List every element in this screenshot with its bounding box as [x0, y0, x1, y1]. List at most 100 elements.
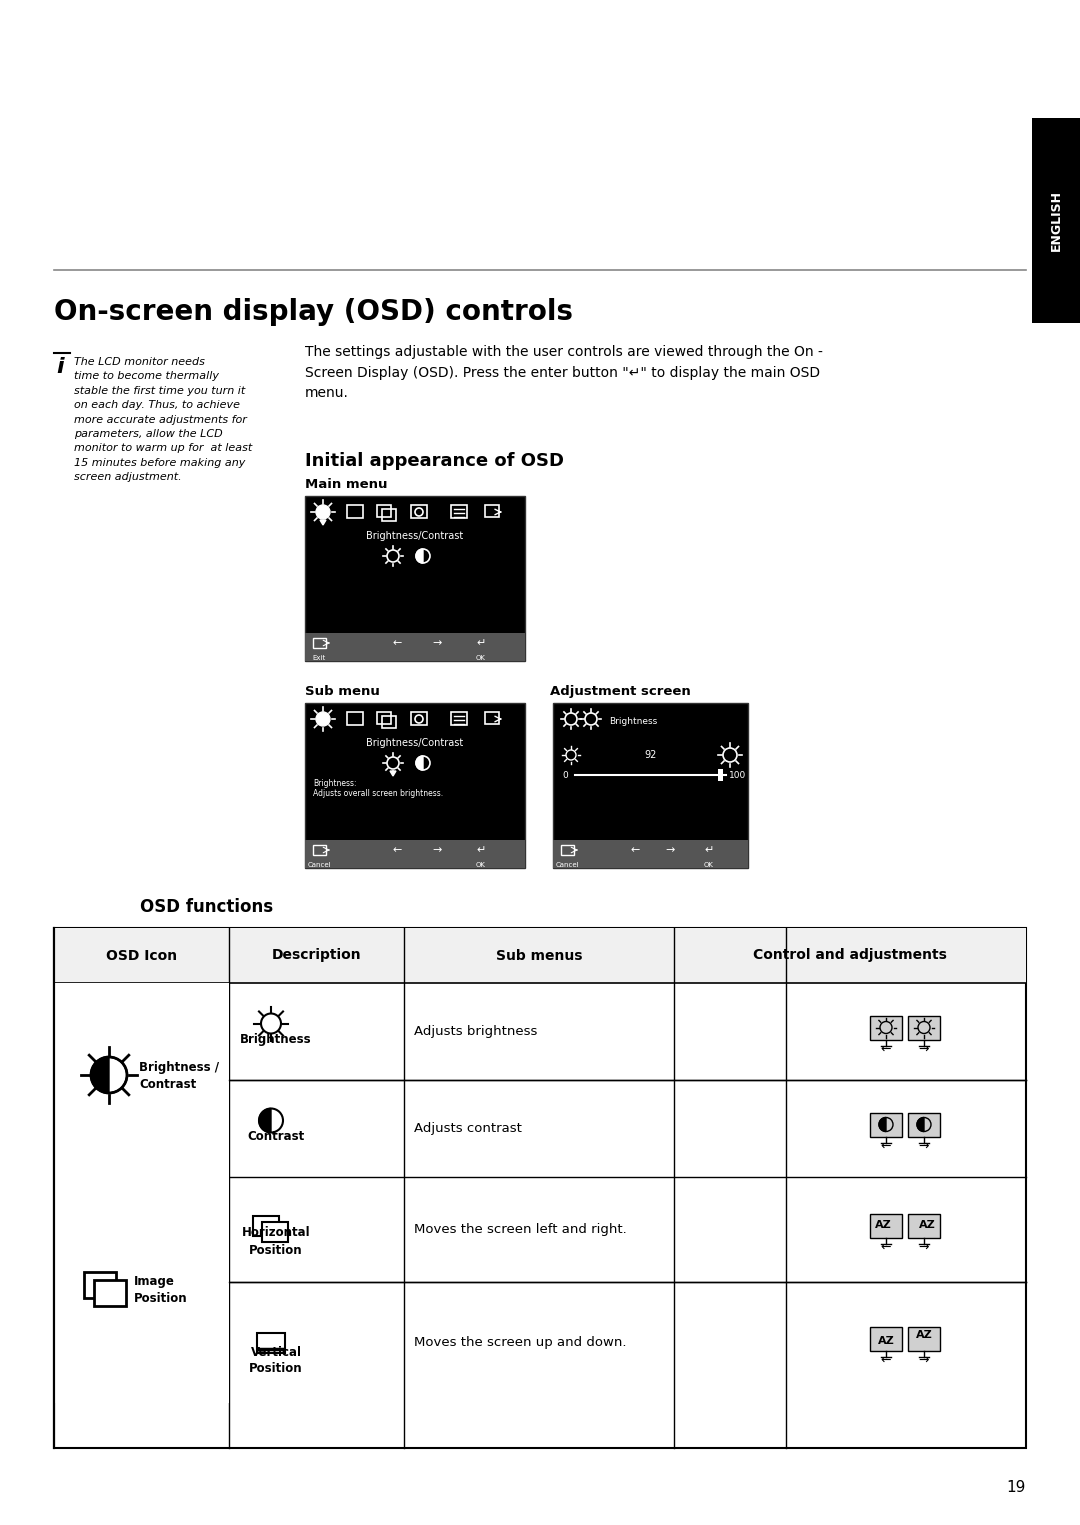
Bar — [908, 1016, 940, 1040]
Text: →: → — [919, 1141, 929, 1153]
Bar — [411, 505, 427, 518]
Text: Position: Position — [134, 1292, 188, 1304]
Text: →: → — [432, 845, 442, 856]
Text: Contrast: Contrast — [139, 1078, 197, 1090]
Bar — [908, 1113, 940, 1136]
Bar — [377, 505, 391, 517]
Text: ↵: ↵ — [476, 845, 486, 856]
Text: ←: ← — [881, 1043, 891, 1055]
Bar — [411, 712, 427, 724]
Text: Initial appearance of OSD: Initial appearance of OSD — [305, 451, 564, 470]
Bar — [84, 1272, 116, 1298]
Bar — [553, 703, 748, 868]
Bar — [54, 1177, 229, 1403]
Circle shape — [316, 505, 330, 518]
Polygon shape — [390, 772, 396, 776]
Text: AZ: AZ — [878, 1336, 894, 1347]
Bar — [54, 929, 1026, 984]
Text: Adjustment screen: Adjustment screen — [550, 685, 691, 698]
Text: Contrast: Contrast — [247, 1130, 305, 1144]
Text: Horizontal
Position: Horizontal Position — [242, 1226, 310, 1257]
Text: ←: ← — [881, 1354, 891, 1366]
Bar — [553, 840, 748, 868]
Bar — [382, 717, 396, 727]
Bar — [870, 1327, 902, 1351]
Text: OK: OK — [476, 656, 486, 660]
Text: Adjusts brightness: Adjusts brightness — [414, 1025, 538, 1039]
Text: Image: Image — [134, 1275, 175, 1289]
Text: AZ: AZ — [916, 1330, 932, 1340]
Text: OSD functions: OSD functions — [140, 898, 273, 917]
Text: →: → — [919, 1354, 929, 1366]
Text: 19: 19 — [1007, 1479, 1026, 1494]
Bar — [908, 1214, 940, 1237]
Text: ENGLISH: ENGLISH — [1050, 191, 1063, 252]
Bar — [305, 703, 525, 868]
Text: ←: ← — [631, 845, 639, 856]
Text: Moves the screen up and down.: Moves the screen up and down. — [414, 1336, 626, 1350]
Text: Moves the screen left and right.: Moves the screen left and right. — [414, 1223, 626, 1235]
Bar — [313, 637, 326, 648]
Bar — [382, 509, 396, 522]
Text: OK: OK — [704, 862, 714, 868]
Text: Brightness:: Brightness: — [313, 779, 356, 788]
Text: Adjusts contrast: Adjusts contrast — [414, 1122, 522, 1135]
Bar — [451, 712, 467, 724]
Polygon shape — [320, 520, 326, 525]
Bar — [347, 712, 363, 724]
Text: ←: ← — [393, 637, 402, 648]
Text: →: → — [432, 637, 442, 648]
Text: Sub menu: Sub menu — [305, 685, 380, 698]
Bar — [908, 1327, 940, 1351]
Polygon shape — [91, 1057, 109, 1093]
Text: On-screen display (OSD) controls: On-screen display (OSD) controls — [54, 297, 573, 326]
Polygon shape — [416, 549, 423, 563]
Text: OSD Icon: OSD Icon — [106, 949, 177, 962]
Text: ←: ← — [881, 1241, 891, 1254]
Bar — [94, 1279, 126, 1305]
Text: Description: Description — [272, 949, 362, 962]
Circle shape — [316, 712, 330, 726]
Text: →: → — [919, 1241, 929, 1254]
Text: AZ: AZ — [919, 1220, 935, 1231]
Text: Cancel: Cancel — [307, 862, 330, 868]
Bar — [1032, 117, 1080, 323]
Text: ←: ← — [881, 1141, 891, 1153]
Text: ←: ← — [393, 845, 402, 856]
Text: The LCD monitor needs
time to become thermally
stable the first time you turn it: The LCD monitor needs time to become the… — [75, 357, 253, 482]
Text: Brightness: Brightness — [609, 717, 657, 726]
Bar — [253, 1215, 279, 1235]
Bar — [54, 984, 229, 1177]
Polygon shape — [416, 756, 423, 770]
Polygon shape — [259, 1109, 271, 1133]
Text: →: → — [919, 1043, 929, 1055]
Text: →: → — [665, 845, 675, 856]
Text: Sub menus: Sub menus — [496, 949, 582, 962]
Text: Brightness: Brightness — [240, 1032, 312, 1046]
Bar — [561, 845, 573, 856]
Text: Brightness/Contrast: Brightness/Contrast — [366, 738, 463, 747]
Polygon shape — [879, 1118, 886, 1132]
Bar — [347, 505, 363, 518]
Text: Exit: Exit — [312, 656, 326, 660]
Text: The settings adjustable with the user controls are viewed through the On -
Scree: The settings adjustable with the user co… — [305, 345, 823, 400]
Bar — [257, 1333, 285, 1353]
Text: 92: 92 — [645, 750, 657, 759]
Bar — [377, 712, 391, 724]
Text: 0: 0 — [562, 770, 568, 779]
Text: ↵: ↵ — [476, 637, 486, 648]
Text: AZ: AZ — [875, 1220, 891, 1231]
Text: Main menu: Main menu — [305, 477, 388, 491]
Bar — [870, 1016, 902, 1040]
Bar — [451, 505, 467, 518]
Bar — [54, 929, 1026, 1449]
Text: OK: OK — [476, 862, 486, 868]
Text: Vertical
Position: Vertical Position — [249, 1345, 302, 1376]
Text: Brightness /: Brightness / — [139, 1061, 219, 1075]
Text: 100: 100 — [729, 770, 746, 779]
Bar — [485, 505, 499, 517]
Text: ↵: ↵ — [704, 845, 714, 856]
Bar — [870, 1214, 902, 1237]
Bar — [305, 840, 525, 868]
Bar — [305, 496, 525, 660]
